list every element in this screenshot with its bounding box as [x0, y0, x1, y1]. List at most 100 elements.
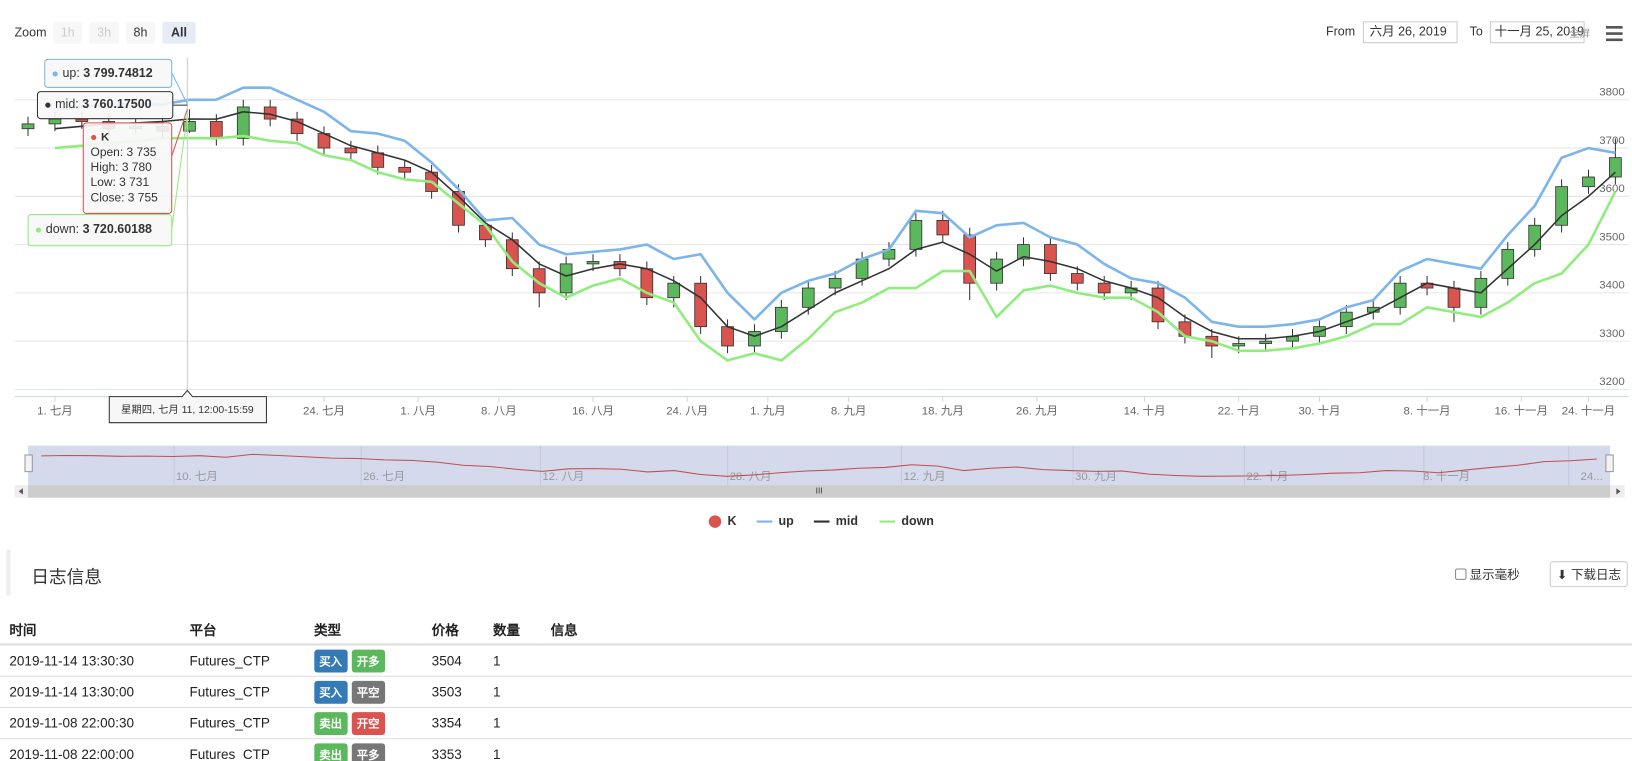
amount-cell: 1 [483, 707, 542, 740]
plot [21, 86, 1622, 362]
log-row: 2019-11-14 13:30:00 Futures_CTP 买入 平空 3503 1 [0, 676, 1632, 708]
tooltip-field: down: [46, 222, 79, 236]
from-date[interactable]: 六月 26, 2019 [1370, 25, 1447, 39]
show-ms-label: 显示毫秒 [1469, 567, 1520, 582]
zoom-button-label[interactable]: All [171, 26, 187, 40]
navigator-tick-label: 12. 八月 [542, 471, 584, 483]
zoom-button[interactable] [125, 21, 156, 44]
column-header: 数量 [483, 614, 542, 646]
scroll-left[interactable] [18, 488, 23, 495]
candle-body [236, 106, 250, 139]
from-input[interactable] [1362, 21, 1458, 44]
legend-label[interactable]: mid [836, 514, 858, 528]
log-table: 时间 平台 类型 价格 数量 信息 2019-11-14 13:30:30 Futures_… [0, 614, 1632, 761]
candle-body [694, 282, 707, 328]
candle-body [1017, 244, 1030, 260]
navigator-tick-label: 8. 十一月 [1423, 469, 1470, 483]
candle-body [210, 121, 223, 139]
show-ms[interactable]: 显示毫秒 [1455, 565, 1520, 583]
candle-body [1340, 311, 1353, 328]
platform-cell: Futures_CTP [180, 738, 305, 761]
download-button[interactable]: ⬇ 下载日志 [1549, 561, 1629, 588]
legend-label[interactable]: K [728, 514, 737, 528]
x-tick-label: 16. 八月 [572, 405, 614, 417]
candle-body [1151, 287, 1165, 323]
tooltip-up: up: 3 799.74812 [62, 66, 152, 80]
x-tick-label: 24. 七月 [303, 404, 345, 417]
price-cell: 3353 [422, 738, 484, 761]
platform-cell: Futures_CTP [180, 644, 305, 677]
zoom-button[interactable] [89, 21, 119, 44]
log-header: 日志信息 显示毫秒 ⬇ 下载日志 [6, 549, 1632, 596]
candle-body [21, 123, 35, 130]
candle-body [1555, 186, 1568, 226]
candle-body [1232, 343, 1246, 347]
info-cell [541, 676, 1632, 708]
candle-body [1501, 248, 1515, 279]
candle-body [1582, 176, 1595, 188]
type-badge: 买入 [314, 649, 348, 673]
zoom-button-label[interactable]: 8h [134, 26, 148, 40]
tooltip-dot [35, 227, 42, 233]
type-badge: 开空 [351, 711, 385, 735]
type-cell: 买入 开多 [304, 644, 423, 677]
x-tick-label: 14. 十月 [1124, 403, 1166, 417]
navigator-handle[interactable] [1605, 454, 1614, 473]
scroll-right[interactable] [1616, 488, 1621, 495]
tooltip-field: up: [62, 66, 79, 80]
amount-cell: 1 [483, 676, 542, 708]
candle-body [1528, 224, 1542, 250]
band-line [54, 111, 1616, 340]
x-tick-label: 30. 十月 [1298, 403, 1340, 417]
candle-body [801, 287, 815, 308]
menu-icon[interactable] [1605, 26, 1623, 42]
log-title: 日志信息 [31, 567, 102, 588]
time-cell: 2019-11-08 22:00:30 [0, 707, 181, 740]
navigator-handle[interactable] [24, 454, 33, 473]
log-row: 2019-11-08 22:00:00 Futures_CTP 卖出 平多 3353 1 [0, 738, 1632, 761]
navigator-line [41, 453, 1597, 477]
to-date[interactable]: 十一月 25, 2019 [1495, 25, 1585, 39]
to-input[interactable] [1489, 21, 1585, 44]
zoom-buttons: 1h 3h 8h All [53, 21, 196, 44]
scrollbar-grip: III [816, 486, 823, 496]
amount-cell: 1 [483, 644, 542, 677]
zoom-button-label[interactable]: 1h [61, 26, 75, 40]
checkbox[interactable] [1455, 568, 1467, 580]
y-tick-label: 3800 [1599, 86, 1624, 98]
candle-body [75, 118, 89, 122]
zoom-button[interactable] [53, 21, 83, 44]
navigator-tick-label: 12. 九月 [904, 470, 946, 483]
scrollbar-thumb[interactable] [28, 485, 1611, 498]
legend-label[interactable]: up [779, 514, 795, 528]
band-line [54, 134, 1617, 362]
x-tick-label: 1. 九月 [750, 404, 786, 417]
candle-body [1044, 244, 1057, 274]
legend-label[interactable]: down [901, 514, 934, 528]
candle-body [1259, 340, 1272, 344]
fullscreen[interactable]: 全屏 [1570, 27, 1591, 40]
candle-body [290, 118, 304, 134]
candle-body [344, 147, 358, 154]
zoom-button[interactable] [162, 21, 196, 44]
tooltip-row: Open: 3 735 [91, 145, 157, 159]
candle-body [586, 261, 600, 265]
menu-bar [1605, 38, 1623, 42]
log-row: 2019-11-14 13:30:30 Futures_CTP 买入 开多 3504 1 [0, 644, 1632, 677]
tooltip-dot [45, 102, 51, 108]
y-tick-label: 3600 [1599, 183, 1624, 195]
platform-cell: Futures_CTP [180, 707, 305, 740]
download-label: 下载日志 [1570, 567, 1621, 582]
candle-body [559, 263, 573, 294]
column-header: 价格 [422, 614, 484, 646]
y-tick-label: 3500 [1599, 231, 1624, 243]
scrollbar[interactable]: III [14, 485, 1625, 498]
time-cell: 2019-11-14 13:30:00 [0, 676, 181, 708]
tooltip-field: Low: [91, 175, 116, 189]
candle-body [48, 118, 62, 125]
candle-body [183, 121, 196, 132]
zoom-button-label[interactable]: 3h [97, 26, 111, 40]
candle-body [371, 152, 385, 168]
candle-body [936, 220, 950, 236]
